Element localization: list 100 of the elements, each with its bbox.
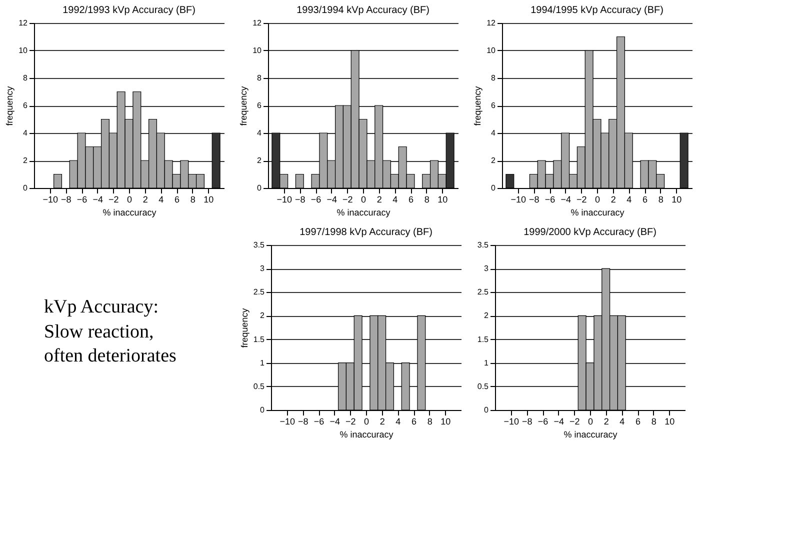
x-tick-label: −6 xyxy=(538,416,548,426)
x-tick-label: −4 xyxy=(330,416,340,426)
y-tick-label: 2.5 xyxy=(253,288,266,297)
text: kVp Accuracy: xyxy=(44,296,158,318)
chart-title: 1994/1995 kVp Accuracy (BF) xyxy=(530,5,664,16)
y-tick-label: 10 xyxy=(486,46,496,55)
x-tick-label: −4 xyxy=(326,194,337,204)
y-tick-label: 0 xyxy=(260,406,266,414)
y-tick-label: 12 xyxy=(18,18,28,28)
y-tick-label: 2 xyxy=(23,156,28,165)
x-tick-label: 6 xyxy=(411,416,417,426)
x-tick-label: −10 xyxy=(510,194,526,204)
x-tick-label: 4 xyxy=(158,194,164,204)
x-tick-label: 6 xyxy=(635,416,641,426)
x-tick-label: −10 xyxy=(276,194,292,204)
x-tick-label: 0 xyxy=(588,416,594,426)
y-tick-label: 12 xyxy=(486,18,496,28)
x-tick-label: 8 xyxy=(651,416,656,426)
x-tick-label: 0 xyxy=(126,194,132,204)
x-tick-label: 10 xyxy=(664,416,675,426)
x-tick-label: 8 xyxy=(424,194,430,204)
x-tick-label: 6 xyxy=(642,194,648,204)
x-tick-label: 4 xyxy=(626,194,632,204)
x-tick-label: −8 xyxy=(529,194,540,204)
x-axis-title: % inaccuracy xyxy=(570,208,625,218)
y-tick-label: 3.5 xyxy=(253,240,266,250)
y-tick-label: 2 xyxy=(484,311,490,320)
x-tick-label: −2 xyxy=(342,194,353,204)
y-axis-title: frequency xyxy=(239,308,250,348)
chart-title: 1997/1998 kVp Accuracy (BF) xyxy=(300,227,432,238)
y-tick-label: 1.5 xyxy=(253,334,266,344)
x-tick-label: −4 xyxy=(92,194,103,204)
x-tick-label: −10 xyxy=(280,416,295,426)
y-tick-label: 1 xyxy=(484,358,490,368)
x-tick-label: −10 xyxy=(504,416,519,426)
x-tick-label: −8 xyxy=(295,194,306,204)
y-tick-label: 8 xyxy=(257,74,262,82)
y-tick-label: 6 xyxy=(491,101,496,110)
y-tick-label: 4 xyxy=(23,128,28,138)
y-tick-label: 0.5 xyxy=(253,382,266,391)
x-axis-title: % inaccuracy xyxy=(336,208,391,218)
x-tick-label: 0 xyxy=(594,194,600,204)
x-tick-label: −6 xyxy=(544,194,556,204)
x-tick-label: 0 xyxy=(360,194,366,204)
y-tick-label: 10 xyxy=(252,46,262,55)
y-tick-label: 3.5 xyxy=(477,240,490,250)
x-tick-label: −6 xyxy=(76,194,88,204)
y-tick-label: 2 xyxy=(257,156,262,165)
y-tick-label: 0.5 xyxy=(477,382,490,391)
x-tick-label: −10 xyxy=(42,194,58,204)
y-tick-label: 10 xyxy=(18,46,28,55)
y-tick-label: 1 xyxy=(260,358,266,368)
x-axis-title: % inaccuracy xyxy=(102,208,157,218)
x-tick-label: 6 xyxy=(174,194,180,204)
x-tick-label: 2 xyxy=(604,416,609,426)
x-tick-label: 4 xyxy=(396,416,401,426)
x-axis-title: % inaccuracy xyxy=(340,430,394,440)
x-tick-label: −2 xyxy=(346,416,356,426)
x-tick-label: −6 xyxy=(310,194,322,204)
y-tick-label: 3 xyxy=(484,264,490,274)
y-tick-label: 4 xyxy=(491,128,496,138)
x-tick-label: −4 xyxy=(560,194,571,204)
y-tick-label: 8 xyxy=(491,74,496,82)
y-tick-label: 2.5 xyxy=(477,288,490,297)
x-tick-label: −2 xyxy=(576,194,587,204)
chart-title: 1992/1993 kVp Accuracy (BF) xyxy=(62,5,196,16)
y-tick-label: 3 xyxy=(260,264,266,274)
x-tick-label: 2 xyxy=(380,416,385,426)
x-tick-label: −4 xyxy=(554,416,564,426)
x-tick-label: 8 xyxy=(190,194,196,204)
x-tick-label: −2 xyxy=(108,194,119,204)
x-tick-label: 8 xyxy=(658,194,664,204)
x-tick-label: −8 xyxy=(522,416,532,426)
y-tick-label: 2 xyxy=(491,156,496,165)
y-tick-label: 12 xyxy=(252,18,262,28)
chart-title: 1999/2000 kVp Accuracy (BF) xyxy=(524,227,656,238)
y-axis-title: frequency xyxy=(472,86,483,126)
y-tick-label: 0 xyxy=(491,184,496,192)
y-tick-label: 4 xyxy=(257,128,262,138)
y-tick-label: 2 xyxy=(260,311,266,320)
x-tick-label: 4 xyxy=(620,416,625,426)
text: Slow reaction, often deteriorates xyxy=(44,322,176,366)
y-tick-label: 6 xyxy=(257,101,262,110)
x-tick-label: 2 xyxy=(610,194,616,204)
x-tick-label: 2 xyxy=(376,194,382,204)
x-tick-label: −6 xyxy=(314,416,324,426)
x-tick-label: 10 xyxy=(440,416,451,426)
y-tick-label: 0 xyxy=(23,184,28,192)
y-axis-title: frequency xyxy=(4,86,15,126)
x-tick-label: 10 xyxy=(672,194,682,204)
y-axis-title: frequency xyxy=(238,86,249,126)
y-tick-label: 0 xyxy=(484,406,490,414)
x-tick-label: −2 xyxy=(570,416,580,426)
x-axis-title: % inaccuracy xyxy=(564,430,618,440)
x-tick-label: 6 xyxy=(408,194,414,204)
x-tick-label: 4 xyxy=(392,194,398,204)
x-tick-label: 0 xyxy=(364,416,370,426)
x-tick-label: 2 xyxy=(142,194,148,204)
y-tick-label: 0 xyxy=(257,184,262,192)
x-tick-label: −8 xyxy=(61,194,72,204)
